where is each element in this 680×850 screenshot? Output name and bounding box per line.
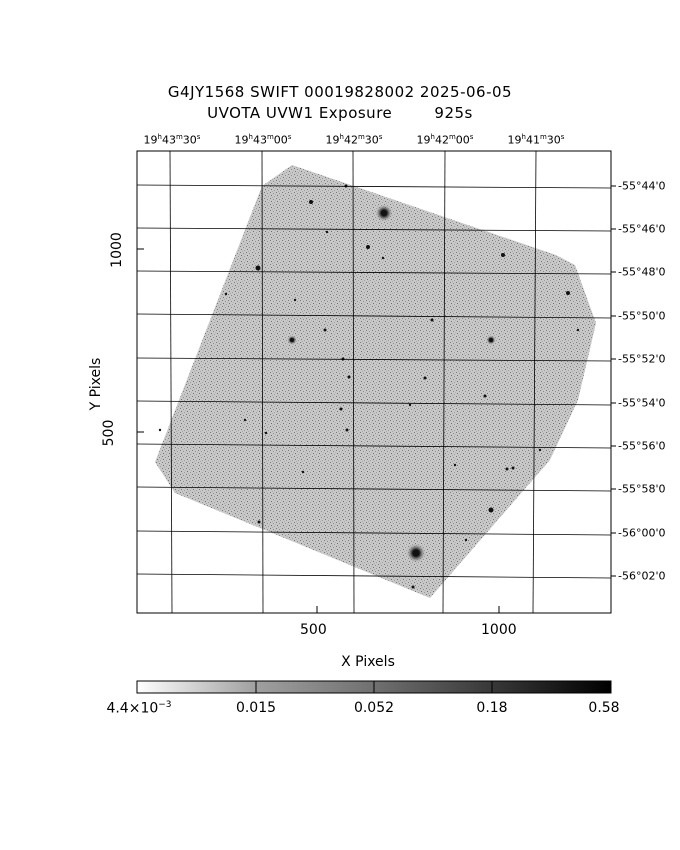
dec-label: -56°00'0 (618, 526, 666, 540)
ra-label: 19h42m30s (325, 133, 383, 147)
dec-label: -55°54'0 (618, 396, 666, 410)
ra-label: 19h43m30s (143, 133, 201, 147)
dec-label: -55°46'0 (618, 222, 666, 236)
colorbar-label: 0.18 (476, 700, 508, 716)
dec-label: -56°02'0 (618, 569, 666, 583)
star-sources (158, 184, 580, 589)
dec-label: -55°44'0 (618, 179, 666, 193)
colorbar-label: 0.58 (588, 700, 620, 716)
colorbar-label: 0.015 (235, 700, 277, 716)
plot-frame (136, 150, 612, 614)
colorbar-ticks (255, 681, 493, 693)
dec-label: -55°50'0 (618, 309, 666, 323)
x-tick-label: 1000 (481, 622, 517, 638)
image-title: G4JY1568 SWIFT 00019828002 2025-06-05 (167, 83, 513, 101)
image-subtitle: UVOTA UVW1 Exposure 925s (207, 104, 473, 122)
ra-label: 19h41m30s (507, 133, 565, 147)
x-tick-label: 500 (300, 622, 327, 638)
colorbar-label: 4.4×10−3 (106, 700, 172, 717)
ra-label: 19h42m00s (416, 133, 474, 147)
coordinate-grid (137, 151, 611, 613)
dec-label: -55°58'0 (618, 482, 666, 496)
dec-label: -55°56'0 (618, 439, 666, 453)
colorbar-label: 0.052 (353, 700, 395, 716)
axis-ticks (137, 185, 616, 613)
x-axis-label: X Pixels (341, 654, 395, 670)
dec-label: -55°48'0 (618, 265, 666, 279)
dec-label: -55°52'0 (618, 352, 666, 366)
ra-label: 19h43m00s (234, 133, 292, 147)
